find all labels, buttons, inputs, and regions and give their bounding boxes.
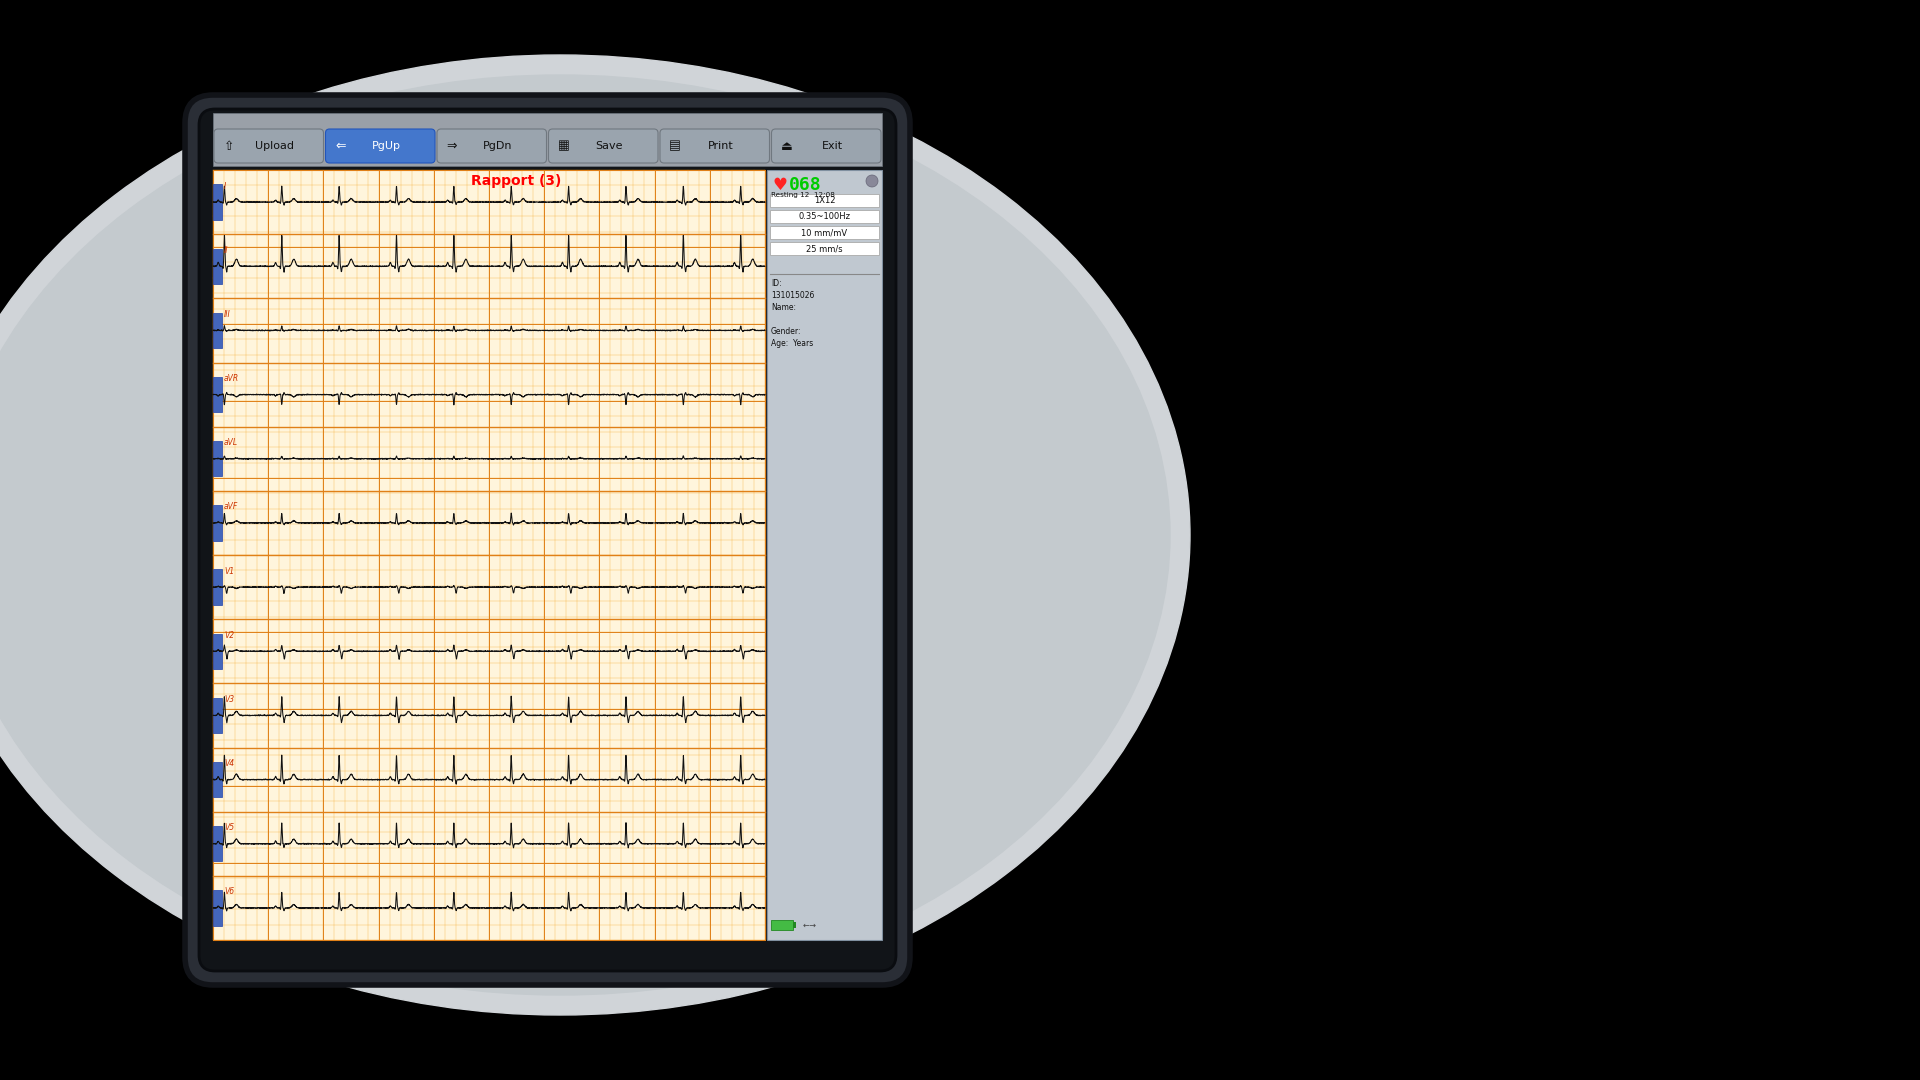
Bar <box>213 890 223 926</box>
Text: Print: Print <box>708 141 733 151</box>
Text: Gender:: Gender: <box>772 327 801 336</box>
Text: Age:  Years: Age: Years <box>772 339 814 348</box>
Bar <box>772 920 793 930</box>
Text: PgDn: PgDn <box>484 141 513 151</box>
Text: 068: 068 <box>789 176 822 194</box>
Text: aVR: aVR <box>225 374 240 383</box>
Bar <box>213 634 223 669</box>
FancyBboxPatch shape <box>184 95 910 985</box>
Text: ▦: ▦ <box>557 139 570 152</box>
Text: PgUp: PgUp <box>372 141 401 151</box>
Text: Resting 12  12:08: Resting 12 12:08 <box>772 192 835 198</box>
FancyBboxPatch shape <box>549 129 659 163</box>
Bar <box>770 226 879 239</box>
Bar <box>213 113 881 166</box>
FancyBboxPatch shape <box>772 129 881 163</box>
Ellipse shape <box>866 175 877 187</box>
Bar <box>213 313 223 348</box>
Bar <box>213 698 223 733</box>
Text: Exit: Exit <box>822 141 843 151</box>
Text: 0.35~100Hz: 0.35~100Hz <box>799 212 851 221</box>
FancyBboxPatch shape <box>660 129 770 163</box>
Text: ⇧: ⇧ <box>225 139 234 152</box>
Bar <box>213 377 223 413</box>
Bar <box>213 248 223 284</box>
Bar <box>213 185 223 219</box>
Bar <box>213 170 881 940</box>
Ellipse shape <box>0 55 1190 1015</box>
Bar <box>766 170 881 940</box>
Bar <box>213 441 223 476</box>
Text: V6: V6 <box>225 888 234 896</box>
Text: aVL: aVL <box>225 438 238 447</box>
Bar <box>213 826 223 862</box>
Text: III: III <box>225 310 230 319</box>
Text: V4: V4 <box>225 759 234 768</box>
Bar <box>770 242 879 255</box>
Text: V3: V3 <box>225 694 234 704</box>
Text: 25 mm/s: 25 mm/s <box>806 244 843 253</box>
Bar <box>213 505 223 541</box>
Ellipse shape <box>0 75 1169 995</box>
Text: Save: Save <box>595 141 622 151</box>
Text: ⇒: ⇒ <box>447 139 457 152</box>
Text: 1X12: 1X12 <box>814 195 835 205</box>
Text: V5: V5 <box>225 823 234 833</box>
Text: Rapport (3): Rapport (3) <box>472 174 563 188</box>
Text: V1: V1 <box>225 567 234 576</box>
Text: II: II <box>225 246 228 255</box>
Bar <box>770 210 879 222</box>
Text: ♥: ♥ <box>774 176 787 194</box>
Bar <box>213 761 223 797</box>
FancyBboxPatch shape <box>326 129 436 163</box>
Text: V2: V2 <box>225 631 234 639</box>
FancyBboxPatch shape <box>213 129 323 163</box>
Text: ▤: ▤ <box>670 139 682 152</box>
Bar <box>213 170 764 940</box>
Text: aVF: aVF <box>225 502 238 512</box>
Text: ←→: ←→ <box>803 920 818 930</box>
Text: ⇐: ⇐ <box>336 139 346 152</box>
FancyBboxPatch shape <box>438 129 547 163</box>
Bar <box>793 922 797 928</box>
Text: 131015026: 131015026 <box>772 291 814 300</box>
Bar <box>770 194 879 207</box>
Text: 10 mm/mV: 10 mm/mV <box>801 228 847 237</box>
Bar <box>213 569 223 605</box>
Text: ⏏: ⏏ <box>781 139 793 152</box>
FancyBboxPatch shape <box>200 109 897 971</box>
Text: ID:: ID: <box>772 279 781 288</box>
Text: I: I <box>225 181 227 190</box>
Text: Upload: Upload <box>255 141 294 151</box>
Text: Name:: Name: <box>772 303 797 312</box>
